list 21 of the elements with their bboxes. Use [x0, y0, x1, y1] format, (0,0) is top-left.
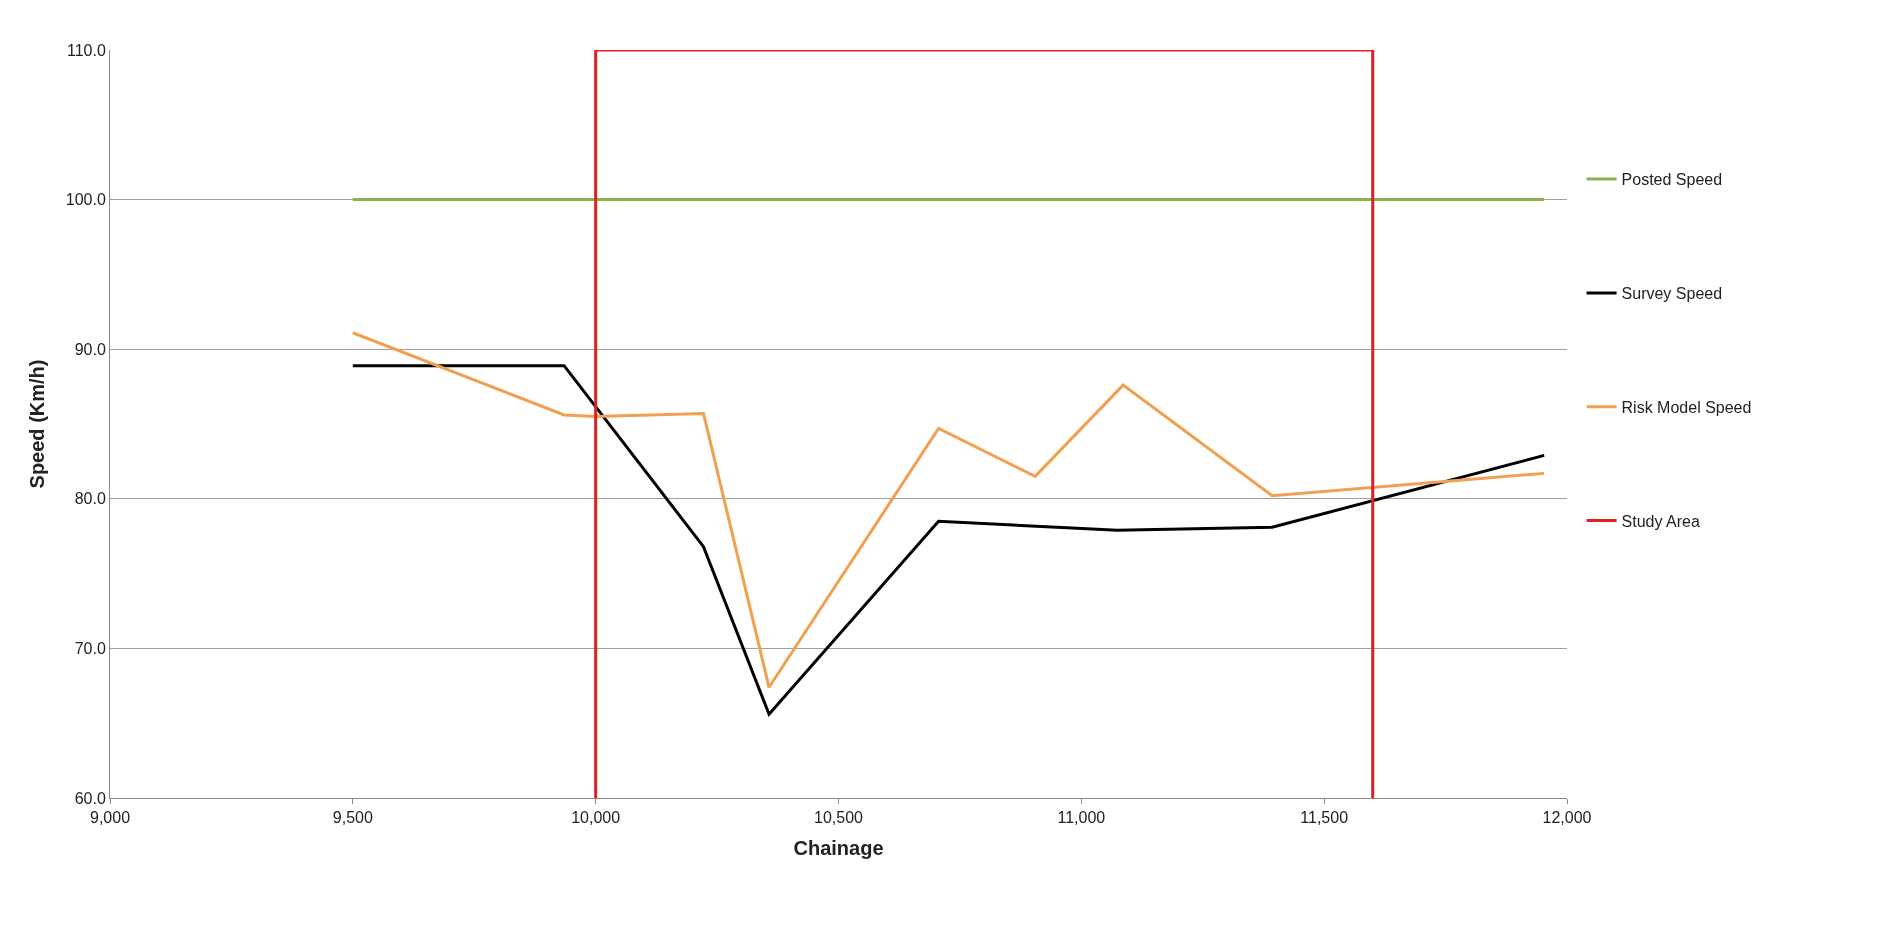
x-tick-label: 10,000 [571, 809, 621, 827]
y-tick-label: 80.0 [74, 490, 106, 508]
x-tick-label: 9,000 [89, 809, 131, 827]
y-tick-label: 70.0 [74, 640, 106, 657]
legend-label: Risk Model Speed [1621, 398, 1752, 416]
y-tick-label: 60.0 [74, 789, 106, 807]
x-tick-label: 12,000 [1542, 809, 1592, 827]
legend-label: Study Area [1621, 512, 1700, 530]
line-series [351, 331, 1546, 689]
y-tick-label: 90.0 [74, 340, 106, 358]
x-tick-label: 10,500 [814, 809, 864, 827]
x-axis-title: Chainage [793, 836, 884, 859]
x-tick-label: 9,500 [332, 809, 373, 827]
y-axis-title: Speed (Km/h) [26, 359, 49, 489]
x-tick-label: 11,000 [1057, 809, 1106, 827]
y-tick-label: 100.0 [65, 191, 106, 209]
x-tick-label: 11,500 [1300, 809, 1349, 827]
legend-label: Posted Speed [1621, 171, 1723, 189]
line-series [351, 364, 1546, 716]
y-tick-label: 110.0 [66, 41, 106, 59]
legend-label: Survey Speed [1621, 285, 1723, 303]
